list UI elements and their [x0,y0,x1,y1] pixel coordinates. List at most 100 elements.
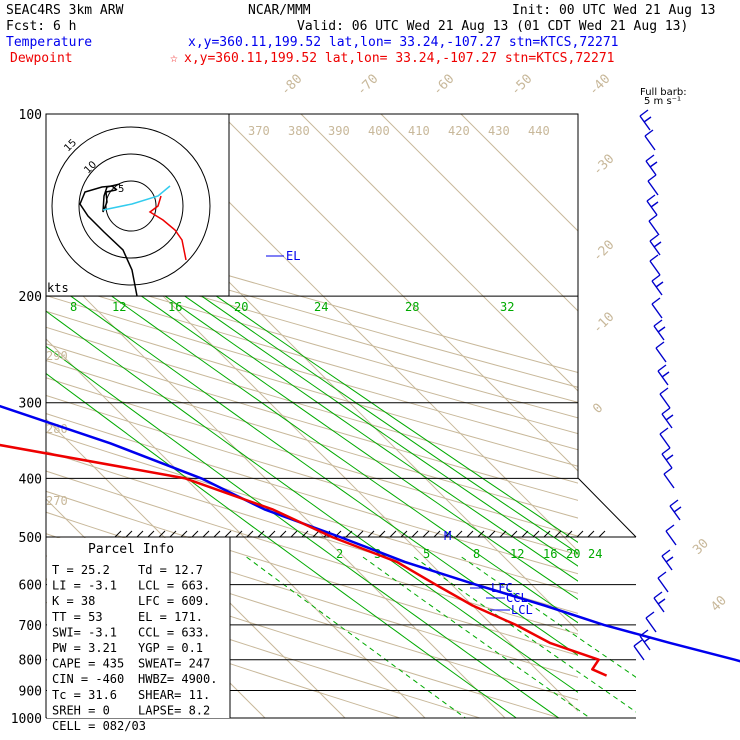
wind-barb-staff [648,220,660,236]
wind-barb-flag [665,524,675,532]
wind-barb-flag [661,549,671,557]
mixing-ratio-tick-label: 24 [588,547,602,561]
parcel-info-row-right: Td = 12.7 [138,563,203,577]
mixing-ratio-line [165,295,578,582]
isotherm-line [380,114,578,312]
theta-tick-label: 400 [368,124,390,138]
hodograph-ring-label: 5 [118,184,124,195]
hatch-mark [202,530,210,538]
wind-barb-staff [633,645,645,661]
parcel-info-row-left: Tc = 31.6 [52,688,117,702]
isotherm-line [46,178,578,712]
hatch-mark [532,530,540,538]
hatch-mark [301,530,309,538]
hodograph-units-label: kts [47,281,69,295]
mixing-ratio-dashed-line [246,556,466,718]
dry-adiabat-line [46,470,578,635]
wind-barb-flag [644,129,654,137]
wind-barb-flag [651,297,661,305]
wind-barb-flag [639,109,649,117]
wind-barb-flag [655,341,665,349]
header-valid-time: Valid: 06 UTC Wed 21 Aug 13 (01 CDT Wed … [297,19,688,34]
hatch-mark [488,530,496,538]
level-marker-lcl-label: LCL [511,603,533,617]
pressure-tick-label: 800 [19,654,42,669]
dry-adiabat-line [46,221,578,374]
parcel-info-row-right: YGP = 0.1 [138,641,203,655]
mixing-ratio-line [141,295,578,601]
pressure-tick-label: 700 [19,619,42,634]
isotherm-tick-label: 0 [590,401,606,417]
hatch-mark [378,530,386,538]
wind-barb-flag [673,506,682,513]
legend-dewpoint-label: Dewpoint [10,51,73,66]
mixing-ratio-line [216,295,578,543]
hatch-mark [576,530,584,538]
hodograph-trace-cyan [102,185,171,211]
hatch-mark [158,530,166,538]
pressure-tick-label: 1000 [11,712,42,727]
dewpoint-trace [0,443,608,677]
hatch-mark [587,530,595,538]
mixing-ratio-line [201,295,578,554]
isotherm-line [140,114,578,552]
header-model-name: SEAC4RS 3km ARW [6,3,124,18]
hatch-mark [367,530,375,538]
wind-barbs [633,109,682,661]
wind-barb-flag [661,371,670,378]
hatch-mark [400,530,408,538]
mixing-ratio-tick-label: 12 [112,300,126,314]
parcel-info-row-left: SWI= -3.1 [52,625,117,639]
mixing-ratio-tick-label: 2 [336,547,343,561]
wind-barb-staff [639,635,651,651]
hatch-mark [114,530,122,538]
pressure-tick-label: 500 [19,531,42,546]
pressure-tick-label: 100 [19,108,42,123]
dry-adiabat-line [46,310,578,467]
wind-barb-flag [643,116,652,123]
hatch-mark [598,530,606,538]
wind-barb-flag [659,427,669,435]
mixing-ratio-tick-label: 20 [234,300,248,314]
wind-barb-staff [647,180,659,196]
wind-barb-staff [661,555,673,571]
isotherm-line [46,258,506,718]
parcel-info-row-left: PW = 3.21 [52,641,117,655]
isotherm-tick-label: -60 [430,72,457,99]
hatch-mark [312,530,320,538]
hatch-mark [433,530,441,538]
dry-adiabat-line [46,235,578,388]
wind-barb-staff [669,505,681,521]
temperature-trace [0,404,740,663]
wind-barb-staff [657,370,669,386]
wind-barb-flag [663,467,673,475]
hatch-mark [213,530,221,538]
parcel-info-title: Parcel Info [88,542,174,557]
hatch-mark [389,530,397,538]
wind-barb-flag [649,161,658,168]
wind-barb-flag [645,611,655,619]
wind-barb-flag [653,591,663,599]
wind-barb-flag [669,499,679,507]
theta-tick-label: 390 [328,124,350,138]
frame-right [46,113,637,538]
wind-barb-flag [647,174,657,182]
isotherm-tick-label: -40 [586,72,613,99]
hatch-mark [345,530,353,538]
wind-barb-flag [648,214,658,222]
wind-barb-staff [651,303,663,319]
wind-barb-flag [633,639,643,647]
hatch-mark [565,530,573,538]
mixing-ratio-tick-label: 5 [423,547,430,561]
mixing-ratio-tick-label: 16 [543,547,557,561]
isotherm-tick-label: -10 [590,310,617,337]
dry-adiabat-line [46,450,578,614]
parcel-info-row-left: T = 25.2 [52,563,110,577]
isotherm-tick-label: -30 [590,152,617,179]
wind-barb-staff [665,530,677,546]
barb-scale-label: Full barb: [640,87,687,98]
pressure-tick-label: 300 [19,397,42,412]
